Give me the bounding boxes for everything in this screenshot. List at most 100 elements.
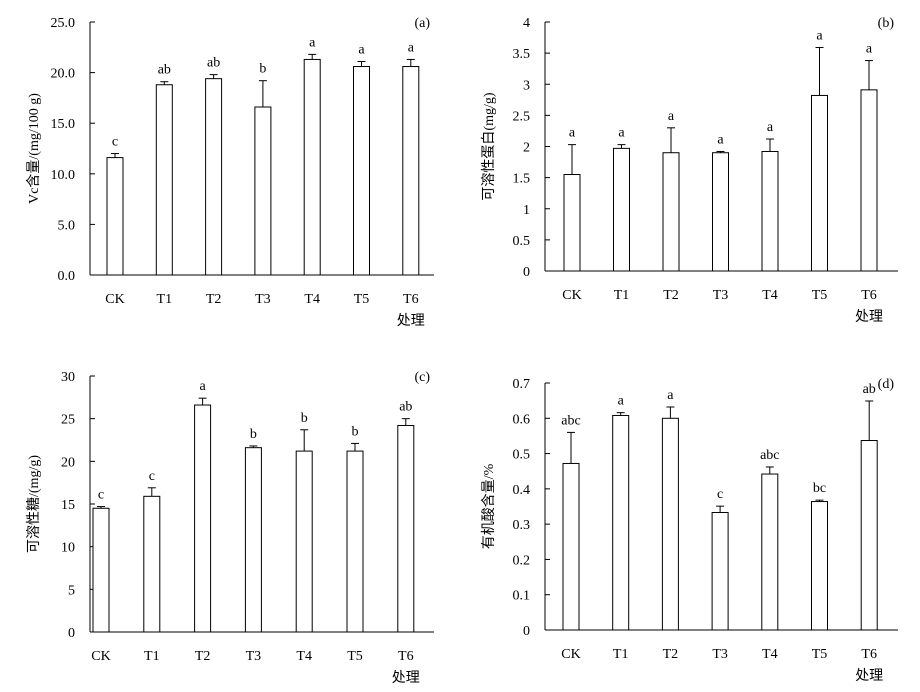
bar-t1: [613, 147, 630, 272]
y-tick-label: 25.0: [51, 16, 76, 31]
significance-letter: a: [618, 126, 625, 141]
x-tick-label: T1: [614, 288, 630, 303]
significance-letter: b: [259, 62, 266, 77]
significance-letter: ab: [863, 382, 876, 397]
y-tick-label: 3: [523, 78, 530, 93]
bar-t1: [143, 495, 161, 633]
bar-t4: [303, 58, 321, 276]
bar-t1: [155, 84, 173, 276]
y-tick-label: 2.5: [513, 109, 531, 124]
panel-label: (b): [878, 16, 895, 31]
y-tick-label: 15: [61, 498, 75, 513]
chart-panel-b: 0 0.5 1 1.5 2 2.5 3 3.5 4 可溶性蛋白(mg/g) (b) a CK a T1 a T2…: [481, 16, 898, 325]
x-tick-label: T3: [255, 292, 271, 307]
bar-t4: [295, 450, 313, 633]
y-tick-label: 25: [61, 413, 75, 428]
panel-label: (a): [414, 16, 430, 31]
x-tick-label: T6: [398, 649, 414, 664]
significance-letter: c: [149, 469, 155, 484]
significance-letter: a: [199, 379, 206, 394]
bar-t5: [811, 501, 828, 631]
significance-letter: c: [98, 488, 104, 503]
y-tick-label: 10: [61, 541, 75, 556]
x-axis-title: 处理: [855, 309, 883, 325]
chart-panel-a: 0.0 5.0 10.0 15.0 20.0 25.0 Vc含量/(mg/100 g) (a)…: [26, 16, 434, 329]
y-tick-label: 0.4: [513, 483, 531, 498]
bar-t2: [661, 417, 679, 631]
bar-t5: [811, 94, 828, 272]
x-tick-label: T1: [157, 292, 173, 307]
y-tick-label: 1: [523, 203, 530, 218]
bar-ck: [92, 507, 110, 633]
chart-panel-c: 0 5 10 15 20 25 30 可溶性糖/(mg/g) (c) c CK c T1 a T2 b T3 b T…: [26, 370, 434, 686]
panel-label: (d): [878, 377, 895, 392]
x-tick-label: T3: [713, 288, 729, 303]
x-tick-label: T6: [861, 647, 877, 662]
significance-letter: ab: [399, 400, 412, 415]
x-tick-label: CK: [105, 292, 124, 307]
y-tick-label: 0.5: [513, 448, 531, 463]
x-tick-label: CK: [562, 288, 581, 303]
y-tick-label: 4: [523, 16, 530, 31]
significance-letter: b: [352, 424, 359, 439]
significance-letter: a: [668, 109, 675, 124]
bar-t2: [662, 152, 680, 272]
y-tick-label: 0: [523, 265, 530, 280]
significance-letter: b: [301, 411, 308, 426]
bar-t3: [244, 447, 262, 633]
x-tick-label: T3: [246, 649, 262, 664]
bar-ck: [563, 174, 581, 272]
y-axis-title: 可溶性蛋白(mg/g): [481, 92, 497, 200]
significance-letter: abc: [760, 448, 779, 463]
bar-t4: [761, 150, 779, 272]
significance-letter: ab: [158, 63, 171, 78]
y-tick-label: 0.6: [513, 412, 531, 427]
y-tick-label: 2: [523, 141, 530, 156]
x-tick-label: T1: [613, 647, 629, 662]
x-tick-label: T2: [663, 288, 679, 303]
x-tick-label: T6: [861, 288, 877, 303]
bar-ck: [562, 462, 580, 631]
y-tick-label: 20: [61, 455, 75, 470]
significance-letter: a: [309, 35, 316, 50]
y-axis-title: 可溶性糖/(mg/g): [26, 455, 42, 553]
y-tick-label: 0.7: [513, 377, 531, 392]
bar-t5: [346, 450, 364, 633]
panel-label: (c): [414, 370, 430, 385]
significance-letter: a: [767, 120, 774, 135]
y-tick-label: 0: [523, 624, 530, 639]
y-tick-label: 0.2: [513, 553, 531, 568]
bar-t2: [205, 78, 223, 276]
bar-t1: [612, 414, 630, 631]
x-axis-title: 处理: [855, 668, 883, 684]
significance-letter: bc: [813, 481, 826, 496]
significance-letter: a: [667, 388, 674, 403]
significance-letter: a: [569, 126, 576, 141]
y-tick-label: 0.1: [513, 589, 531, 604]
x-tick-label: T2: [195, 649, 211, 664]
significance-letter: a: [408, 40, 415, 55]
significance-letter: abc: [561, 413, 580, 428]
y-axis-title: Vc含量/(mg/100 g): [26, 93, 42, 204]
bar-t5: [353, 66, 370, 276]
y-tick-label: 0: [68, 626, 75, 641]
bar-t6: [397, 424, 415, 633]
y-axis-title: 有机酸含量/%: [481, 463, 497, 549]
x-axis-title: 处理: [397, 313, 425, 329]
x-tick-label: T4: [296, 649, 312, 664]
y-tick-label: 30: [61, 370, 75, 385]
bar-t6: [860, 89, 878, 272]
significance-letter: c: [112, 135, 118, 150]
x-tick-label: T4: [762, 647, 778, 662]
x-tick-label: T2: [206, 292, 222, 307]
y-tick-label: 5.0: [58, 218, 76, 233]
y-tick-label: 0.5: [513, 234, 531, 249]
x-tick-label: T1: [144, 649, 160, 664]
y-tick-label: 10.0: [51, 168, 76, 183]
x-tick-label: T5: [347, 649, 363, 664]
bar-t4: [761, 473, 779, 631]
x-tick-label: T5: [812, 288, 828, 303]
x-tick-label: T4: [304, 292, 320, 307]
y-tick-label: 0.3: [513, 518, 531, 533]
